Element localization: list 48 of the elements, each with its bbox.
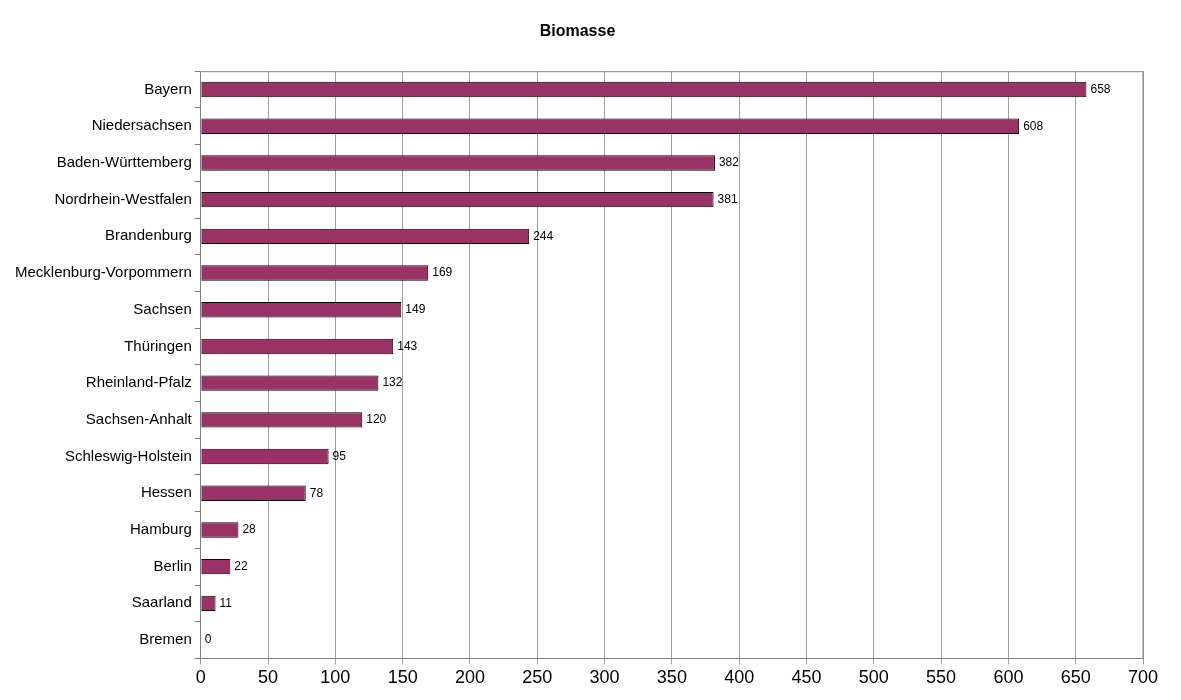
data-label: 11 <box>219 595 233 610</box>
y-tick-label: Thüringen <box>124 336 192 354</box>
y-tick-label: Sachsen <box>133 299 192 317</box>
data-label: 244 <box>533 228 554 243</box>
x-tick-label: 350 <box>656 667 687 688</box>
y-tick-label: Brandenburg <box>105 226 192 244</box>
x-tick-label: 400 <box>724 667 755 688</box>
data-label: 0 <box>204 632 212 647</box>
y-tick-label: Baden-Württemberg <box>56 153 192 171</box>
x-tick-label: 300 <box>589 667 620 688</box>
x-tick-label: 500 <box>858 667 889 688</box>
data-label: 22 <box>234 558 249 573</box>
data-label: 132 <box>382 375 403 390</box>
data-label: 149 <box>405 302 426 317</box>
y-tick-label: Berlin <box>153 556 192 574</box>
y-tick-label: Bayern <box>144 79 192 97</box>
x-tick-label: 50 <box>258 667 279 688</box>
x-tick-label: 700 <box>1127 667 1159 688</box>
y-tick-label: Sachsen-Anhalt <box>85 409 193 427</box>
data-label: 78 <box>309 485 324 500</box>
y-tick-label: Bremen <box>139 630 192 648</box>
x-tick-label: 100 <box>320 667 351 688</box>
y-tick-label: Nordrhein-Westfalen <box>54 189 192 207</box>
x-tick-label: 250 <box>522 667 553 688</box>
data-label: 28 <box>242 522 257 537</box>
data-label: 120 <box>366 412 387 427</box>
chart-title: Biomasse <box>539 22 616 40</box>
data-label: 382 <box>718 155 740 170</box>
y-tick-label: Hessen <box>140 483 192 501</box>
data-label: 169 <box>432 265 453 280</box>
y-tick-label: Rheinland-Pfalz <box>85 373 192 391</box>
y-tick-label: Mecklenburg-Vorpommern <box>14 263 192 281</box>
x-tick-label: 200 <box>454 667 485 688</box>
x-tick-label: 650 <box>1060 667 1091 688</box>
data-label: 658 <box>1090 81 1111 96</box>
x-tick-label: 600 <box>993 667 1024 688</box>
data-label: 143 <box>397 338 418 353</box>
y-tick-label: Schleswig-Holstein <box>65 446 192 464</box>
x-tick-label: 150 <box>387 667 418 688</box>
y-tick-label: Hamburg <box>130 520 192 538</box>
x-tick-label: 0 <box>195 667 206 688</box>
y-tick-label: Saarland <box>131 593 192 611</box>
data-label: 608 <box>1023 118 1044 133</box>
data-label: 381 <box>717 191 738 206</box>
x-tick-label: 550 <box>926 667 957 688</box>
y-tick-label: Niedersachsen <box>91 116 192 134</box>
x-tick-label: 450 <box>791 667 822 688</box>
data-label: 95 <box>332 448 347 463</box>
